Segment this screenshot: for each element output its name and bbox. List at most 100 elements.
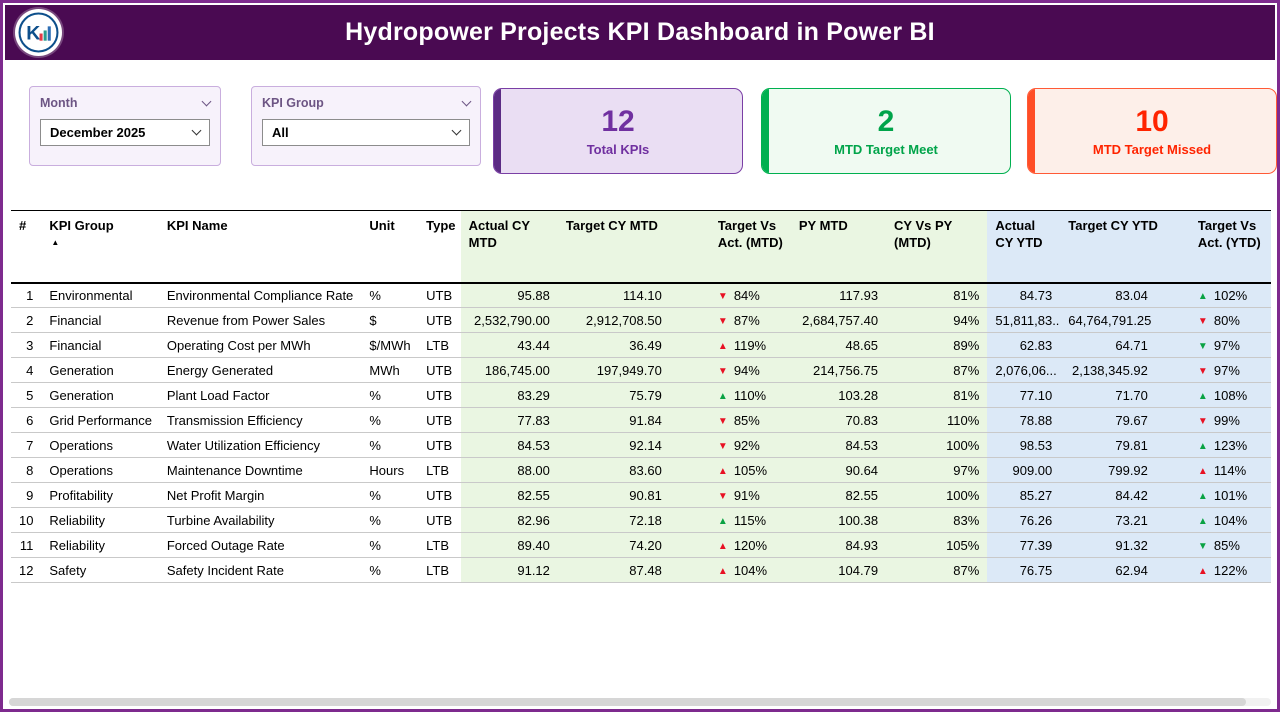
target-cy-ytd-cell: 91.32: [1060, 532, 1190, 558]
type-cell: UTB: [418, 407, 461, 433]
unit-cell: %: [361, 407, 419, 433]
total-kpis-card[interactable]: 12 Total KPIs: [493, 88, 743, 174]
col-header-actual-cy-ytd[interactable]: Actual CY YTD: [987, 210, 1061, 284]
row-number: 6: [11, 407, 42, 433]
total-kpis-value: 12: [601, 105, 635, 138]
table-row[interactable]: 10 Reliability Turbine Availability% UTB 82.…: [11, 507, 1271, 533]
target-cy-mtd-cell: 91.84: [557, 407, 710, 433]
target-cy-mtd-cell: 2,912,708.50: [557, 307, 710, 333]
actual-cy-ytd-cell: 62.83: [987, 332, 1061, 358]
col-header-kpi-group[interactable]: KPI Group ▲: [41, 210, 159, 284]
page-title: Hydropower Projects KPI Dashboard in Pow…: [345, 18, 935, 46]
table-row[interactable]: 2 Financial Revenue from Power Sales $ UTB 2,…: [11, 307, 1271, 333]
target-cy-ytd-cell: 799.92: [1060, 457, 1190, 483]
unit-cell: %: [361, 432, 419, 458]
target-vs-act-mtd-cell: ▲ 104%: [709, 557, 791, 583]
variance-value: 102%: [1213, 287, 1248, 303]
kpi-name-cell: Forced Outage Rate: [158, 532, 362, 558]
row-number: 7: [11, 432, 42, 458]
table-row[interactable]: 12 Safety Safety Incident Rate% LTB 91.12 87.…: [11, 557, 1271, 583]
col-header-py-mtd[interactable]: PY MTD: [790, 210, 887, 284]
col-header-cy-vs-py-mtd[interactable]: CY Vs PY (MTD): [886, 210, 988, 284]
logo-icon: K: [15, 9, 62, 56]
actual-cy-ytd-cell: 98.53: [987, 432, 1061, 458]
triangle-down-icon: ▼: [717, 440, 728, 452]
mtd-target-meet-card[interactable]: 2 MTD Target Meet: [761, 88, 1011, 174]
target-vs-act-ytd-cell: ▲ 101%: [1189, 482, 1271, 508]
triangle-down-icon: ▼: [1197, 340, 1208, 352]
target-vs-act-mtd-cell: ▲ 120%: [709, 532, 791, 558]
col-header-actual-cy-mtd[interactable]: Actual CY MTD: [460, 210, 558, 284]
chevron-down-icon: [191, 125, 202, 136]
variance-value: 91%: [733, 487, 760, 503]
actual-cy-mtd-cell: 89.40: [460, 532, 558, 558]
kpi-name-cell: Transmission Efficiency: [158, 407, 362, 433]
kpi-table: # KPI Group ▲ KPI Name Unit Type Actual …: [11, 210, 1271, 583]
target-vs-act-mtd-cell: ▲ 115%: [709, 507, 791, 533]
kpi-group-cell: Operations: [41, 432, 159, 458]
col-header-target-vs-act-mtd[interactable]: Target Vs Act. (MTD): [709, 210, 791, 284]
filter-card-row: Month December 2025 KPI Group All 12 Tot…: [3, 60, 1277, 174]
table-row[interactable]: 11 Reliability Forced Outage Rate% LTB 89.40…: [11, 532, 1271, 558]
actual-cy-mtd-cell: 43.44: [460, 332, 558, 358]
svg-text:K: K: [26, 23, 40, 45]
variance-value: 85%: [1213, 537, 1240, 553]
col-header-type[interactable]: Type: [418, 210, 461, 284]
type-cell: LTB: [418, 332, 461, 358]
variance-value: 110%: [733, 387, 767, 403]
py-mtd-cell: 82.55: [790, 482, 887, 508]
col-header-target-vs-act-ytd[interactable]: Target Vs Act. (YTD): [1189, 210, 1271, 284]
target-vs-act-mtd-cell: ▲ 119%: [709, 332, 791, 358]
kpi-table-body: 1 Environmental Environmental Compliance R…: [11, 282, 1271, 583]
type-cell: UTB: [418, 382, 461, 408]
table-row[interactable]: 5 Generation Plant Load Factor% UTB 83.29 75.…: [11, 382, 1271, 408]
actual-cy-ytd-cell: 76.26: [987, 507, 1061, 533]
col-header-unit[interactable]: Unit: [361, 210, 419, 284]
col-header-index[interactable]: #: [11, 210, 42, 284]
month-slicer-header[interactable]: Month: [40, 96, 212, 110]
row-number: 10: [11, 507, 42, 533]
target-cy-mtd-cell: 75.79: [557, 382, 710, 408]
kpi-group-slicer-header[interactable]: KPI Group: [262, 96, 472, 110]
mtd-target-missed-card[interactable]: 10 MTD Target Missed: [1027, 88, 1277, 174]
actual-cy-ytd-cell: 78.88: [987, 407, 1061, 433]
unit-cell: %: [361, 532, 419, 558]
kpi-group-cell: Safety: [41, 557, 159, 583]
table-row[interactable]: 6 Grid Performance Transmission Efficiency…: [11, 407, 1271, 433]
table-row[interactable]: 9 Profitability Net Profit Margin% UTB 82.55…: [11, 482, 1271, 508]
horizontal-scrollbar[interactable]: [9, 698, 1271, 706]
target-cy-ytd-cell: 62.94: [1060, 557, 1190, 583]
table-row[interactable]: 3 Financial Operating Cost per MWh $/MWh LTB…: [11, 332, 1271, 358]
kpi-name-cell: Environmental Compliance Rate: [158, 282, 362, 308]
py-mtd-cell: 104.79: [790, 557, 887, 583]
table-row[interactable]: 7 Operations Water Utilization Efficiency%…: [11, 432, 1271, 458]
col-header-kpi-name[interactable]: KPI Name: [158, 210, 362, 284]
month-dropdown[interactable]: December 2025: [40, 119, 210, 146]
triangle-up-icon: ▲: [717, 340, 728, 352]
cy-vs-py-mtd-cell: 100%: [886, 482, 988, 508]
target-vs-act-ytd-cell: ▼ 97%: [1189, 357, 1271, 383]
kpi-name-cell: Maintenance Downtime: [158, 457, 362, 483]
cy-vs-py-mtd-cell: 110%: [886, 407, 988, 433]
chevron-down-icon: [451, 125, 462, 136]
cy-vs-py-mtd-cell: 81%: [886, 282, 988, 308]
triangle-down-icon: ▼: [1197, 365, 1208, 377]
table-row[interactable]: 4 Generation Energy Generated MWh UTB 186,745…: [11, 357, 1271, 383]
mtd-target-missed-value: 10: [1135, 105, 1169, 138]
row-number: 8: [11, 457, 42, 483]
chevron-down-icon: [461, 96, 472, 106]
py-mtd-cell: 48.65: [790, 332, 887, 358]
horizontal-scrollbar-thumb[interactable]: [9, 698, 1246, 706]
table-row[interactable]: 8 Operations Maintenance Downtime Hours LTB 8…: [11, 457, 1271, 483]
col-header-target-cy-mtd[interactable]: Target CY MTD: [557, 210, 710, 284]
kpi-name-cell: Plant Load Factor: [158, 382, 362, 408]
target-vs-act-ytd-cell: ▼ 80%: [1189, 307, 1271, 333]
col-header-target-cy-ytd[interactable]: Target CY YTD: [1060, 210, 1190, 284]
kpi-group-cell: Grid Performance: [41, 407, 159, 433]
target-vs-act-ytd-cell: ▲ 114%: [1189, 457, 1271, 483]
row-number: 1: [11, 282, 42, 308]
table-row[interactable]: 1 Environmental Environmental Compliance R…: [11, 282, 1271, 308]
type-cell: LTB: [418, 557, 461, 583]
kpi-group-dropdown[interactable]: All: [262, 119, 470, 146]
